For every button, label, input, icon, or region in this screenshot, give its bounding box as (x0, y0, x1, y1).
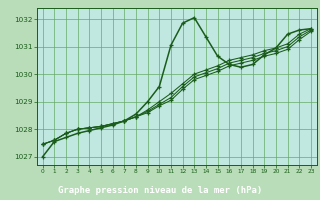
Text: Graphe pression niveau de la mer (hPa): Graphe pression niveau de la mer (hPa) (58, 186, 262, 195)
